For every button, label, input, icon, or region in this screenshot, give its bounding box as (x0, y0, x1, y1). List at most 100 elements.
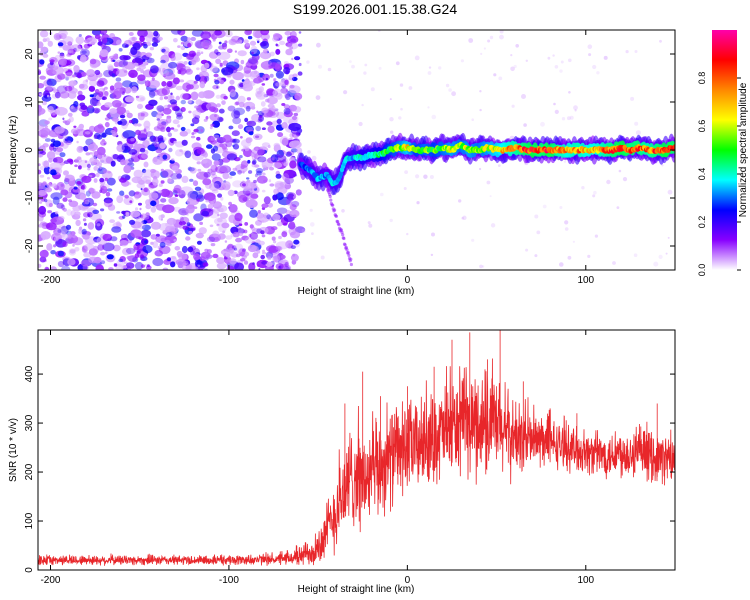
spectrogram-noise-cell (74, 211, 81, 217)
spectrogram-noise-cell (103, 197, 113, 204)
spectrogram-noise-cell (58, 215, 65, 221)
spectrogram-noise-cell (515, 44, 519, 48)
spectrogram-noise-cell (258, 240, 265, 246)
spectrogram-noise-cell (245, 105, 251, 112)
spectrogram-noise-cell (261, 203, 269, 208)
spectrogram-noise-cell (138, 202, 142, 206)
spectrogram-noise-cell (250, 70, 260, 78)
spectrogram-noise-cell (231, 110, 240, 119)
spectrogram-x-tick-label: 0 (405, 275, 411, 286)
spectrogram-noise-cell (196, 240, 202, 245)
spectrogram-noise-cell (269, 266, 274, 270)
spectrogram-noise-cell (227, 189, 235, 197)
spectrogram-noise-cell (214, 79, 220, 85)
spectrogram-noise-cell (574, 109, 577, 112)
spectrogram-noise-cell (240, 165, 245, 170)
snr-x-axis: -200 -100 0 100 (40, 330, 595, 586)
spectrogram-noise-cell (116, 106, 126, 115)
spectrogram-noise-cell (157, 36, 163, 41)
spectrogram-noise-cell (268, 179, 272, 183)
spectrogram-noise-cell (87, 167, 91, 171)
spectrogram-noise-cell (278, 235, 282, 240)
spectrogram-noise-cell (171, 158, 175, 162)
snr-y-tick-label: 100 (24, 512, 35, 529)
spectrogram-noise-cell (62, 36, 74, 45)
spectrogram-noise-cell (133, 169, 144, 179)
spectrogram-noise-cell (234, 262, 245, 270)
spectrogram-noise-cell (215, 58, 222, 65)
spectrogram-noise-cell (635, 130, 641, 136)
spectrogram-noise-cell (155, 113, 163, 120)
spectrogram-noise-cell (142, 58, 146, 62)
spectrogram-noise-cell (49, 59, 55, 63)
spectrogram-noise-cell (56, 181, 65, 191)
spectrogram-noise-cell (171, 255, 177, 260)
spectrogram-noise-cell (261, 83, 266, 86)
spectrogram-noise-cell (46, 78, 57, 87)
snr-y-tick-label: 200 (24, 463, 35, 480)
spectrogram-noise-cell (210, 123, 215, 127)
spectrogram-noise-cell (59, 91, 70, 99)
spectrogram-noise-cell (179, 130, 188, 137)
spectrogram-noise-cell (67, 258, 76, 266)
spectrogram-noise-cell (51, 66, 64, 76)
spectrogram-noise-cell (630, 96, 635, 101)
spectrogram-noise-cell (53, 156, 64, 164)
spectrogram-noise-cell (151, 42, 158, 47)
spectrogram-x-axis: -200 -100 0 100 (40, 30, 595, 286)
spectrogram-noise-cell (316, 42, 321, 48)
spectrogram-noise-cell (62, 45, 72, 51)
spectrogram-noise-cell (63, 137, 69, 144)
spectrogram-noise-cell (144, 80, 151, 88)
spectrogram-noise-cell (177, 45, 181, 48)
spectrogram-noise-cell (272, 194, 278, 201)
spectrogram-noise-cell (311, 155, 317, 161)
spectrogram-noise-cell (229, 171, 236, 176)
spectrogram-noise-cell (587, 254, 591, 258)
spectrogram-noise-cell (40, 127, 51, 136)
spectrogram-noise-cell (156, 118, 160, 121)
spectrogram-noise-cell (97, 243, 105, 251)
spectrogram-noise-cell (283, 104, 290, 109)
spectrogram-noise-cell (80, 185, 85, 190)
spectrogram-noise-cell (255, 125, 261, 132)
spectrogram-noise-cell (83, 145, 89, 152)
spectrogram-noise-cell (448, 88, 452, 92)
spectrogram-noise-cell (46, 243, 53, 251)
spectrogram-noise-cell (83, 212, 90, 218)
spectrogram-noise-cell (202, 90, 215, 99)
spectrogram-noise-cell (261, 234, 266, 238)
spectrogram-noise-cell (167, 132, 172, 137)
spectrogram-noise-cell (275, 43, 278, 47)
spectrogram-noise-cell (167, 257, 171, 262)
spectrogram-noise-cell (186, 197, 199, 206)
spectrogram-noise-cell (162, 154, 168, 160)
spectrogram-noise-cell (115, 263, 124, 270)
spectrogram-noise-cell (52, 63, 59, 68)
spectrogram-noise-cell (119, 118, 128, 126)
spectrogram-noise-cell (137, 221, 146, 230)
spectrogram-noise-cell (189, 191, 203, 200)
spectrogram-noise-cell (160, 59, 166, 64)
spectrogram-noise-cell (76, 145, 84, 153)
spectrogram-noise-cell (39, 50, 45, 57)
spectrogram-noise-cell (140, 187, 143, 191)
spectrogram-noise-cell (39, 201, 43, 204)
spectrogram-noise-cell (606, 179, 611, 185)
spectrogram-noise-cell (513, 64, 517, 69)
spectrogram-noise-cell (152, 257, 164, 267)
spectrogram-noise-cell (232, 71, 244, 81)
spectrogram-noise-cell (145, 131, 154, 138)
spectrogram-noise-cell (162, 137, 167, 141)
spectrogram-noise-cell (44, 120, 50, 125)
spectrogram-y-tick-label: 0 (24, 147, 35, 153)
spectrogram-noise-cell (68, 199, 73, 203)
spectrogram-noise-cell (64, 85, 73, 92)
spectrogram-noise-cell (262, 48, 269, 54)
spectrogram-noise-cell (156, 105, 164, 112)
spectrogram-noise-cell (243, 146, 250, 152)
spectrogram-noise-cell (54, 126, 65, 134)
snr-x-tick-label: 100 (577, 575, 594, 586)
spectrogram-noise-cell (89, 97, 99, 107)
spectrogram-noise-cell (170, 173, 180, 180)
